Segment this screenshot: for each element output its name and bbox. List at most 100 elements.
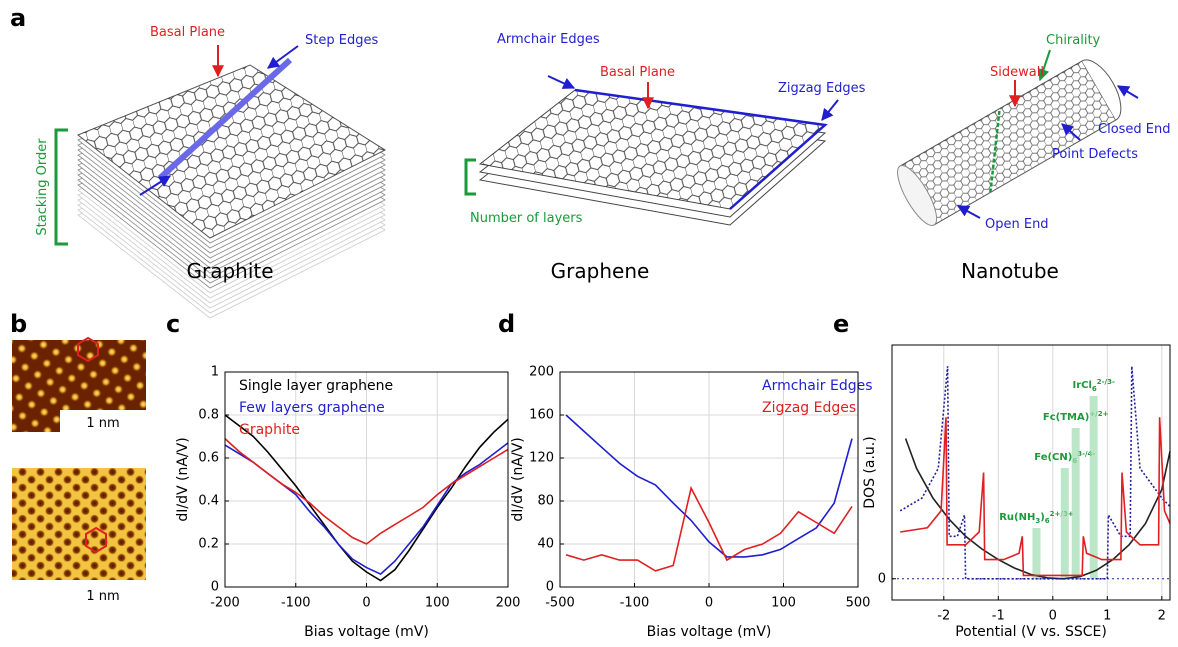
x-tick-label: 100	[425, 596, 450, 611]
scale-box	[60, 584, 146, 606]
panel-label: b	[10, 310, 27, 338]
y-axis-title: DOS (a.u.)	[862, 436, 878, 508]
x-tick-label: -1	[992, 609, 1005, 624]
arrow	[547, 75, 576, 89]
open-end	[897, 165, 938, 226]
label-part: 2-/3-	[1097, 378, 1115, 386]
bracket	[54, 128, 68, 246]
x-tick-label: -2	[937, 609, 950, 624]
y-tick-label: 0.8	[198, 408, 219, 423]
redox-bar	[1032, 528, 1041, 579]
redox-label: IrCl62-/3-	[1072, 378, 1115, 393]
arrow	[956, 205, 981, 219]
series-line	[224, 414, 509, 582]
annotation: Basal Plane	[150, 25, 225, 40]
annotation: Step Edges	[305, 33, 378, 48]
label-part: 3-/4-	[1077, 450, 1095, 458]
label-part: 6	[1045, 517, 1050, 525]
arrow	[821, 99, 839, 121]
arrow	[267, 45, 299, 69]
arrow	[139, 175, 172, 196]
x-tick-label: -100	[620, 596, 650, 611]
chirality-line	[989, 108, 1001, 193]
y-axis-title: dI/dV (nA/V)	[510, 437, 526, 521]
x-tick-label: -200	[210, 596, 240, 611]
label-part: IrCl	[1072, 380, 1091, 391]
y-tick-label: 40	[537, 537, 554, 552]
series-line	[565, 485, 853, 572]
series-line	[224, 438, 509, 545]
annotation: Closed End	[1098, 122, 1171, 137]
label-part: +/2+	[1089, 410, 1108, 418]
x-tick-label: 200	[496, 596, 521, 611]
y-tick-label: 0.4	[198, 494, 219, 509]
redox-bar	[1071, 428, 1080, 579]
hexagon	[85, 526, 107, 554]
x-tick-label: 0	[1049, 609, 1057, 624]
caption: Graphene	[551, 259, 650, 283]
plot-frame	[559, 371, 859, 588]
plot-frame	[224, 371, 509, 588]
caption: Nanotube	[961, 259, 1059, 283]
y-tick-label: 120	[529, 451, 554, 466]
series-line	[900, 417, 1171, 577]
y-tick-label: 1	[211, 365, 219, 380]
x-tick-label: 0	[362, 596, 370, 611]
x-tick-label: 0	[705, 596, 713, 611]
y-tick-label: 80	[537, 494, 554, 509]
panel-label: c	[166, 310, 180, 338]
scale-box	[60, 410, 146, 434]
redox-label: Fc(TMA)+/2+	[1043, 410, 1109, 423]
hexagon	[77, 336, 99, 363]
x-tick-label: 500	[846, 596, 871, 611]
annotation: Zigzag Edges	[778, 81, 866, 96]
redox-bar	[1060, 468, 1069, 579]
arrow	[1037, 49, 1051, 82]
x-axis-title: Bias voltage (mV)	[647, 624, 772, 640]
nanotube	[897, 59, 1122, 226]
annotation: Stacking Order	[35, 138, 50, 236]
arrow	[1116, 85, 1139, 99]
annotation: Open End	[985, 217, 1049, 232]
y-tick-label: 0.6	[198, 451, 219, 466]
annotation: Armchair Edges	[497, 32, 600, 47]
label-part: Fe(CN)	[1034, 452, 1072, 463]
legend-entry: Armchair Edges	[762, 378, 873, 394]
stm-image	[12, 468, 146, 580]
scale-label: 1 nm	[86, 589, 119, 604]
legend-entry: Single layer graphene	[239, 378, 393, 394]
label-part: 6	[1092, 385, 1097, 393]
scale-label: 1 nm	[86, 416, 119, 431]
redox-label: Fe(CN)63-/4-	[1034, 450, 1095, 465]
arrow	[1061, 123, 1081, 141]
x-tick-label: 100	[771, 596, 796, 611]
legend-entry: Few layers graphene	[239, 400, 385, 416]
label-part: Ru(NH	[999, 512, 1035, 523]
annotation: Number of layers	[470, 211, 583, 226]
legend-entry: Zigzag Edges	[762, 400, 856, 416]
graphene-lattice	[480, 90, 825, 209]
annotation: Point Defects	[1052, 147, 1138, 162]
y-tick-label: 0	[878, 571, 886, 586]
plot-frame	[891, 344, 1171, 601]
x-tick-label: 2	[1158, 609, 1166, 624]
series-line	[565, 414, 853, 558]
panel-label: e	[833, 310, 849, 338]
y-tick-label: 0	[546, 580, 554, 595]
panel-label: a	[10, 4, 26, 32]
series-line	[899, 366, 1171, 580]
x-tick-label: -100	[281, 596, 311, 611]
annotation: Sidewall	[990, 65, 1044, 80]
annotation: Basal Plane	[600, 65, 675, 80]
label-part: 3	[1035, 517, 1040, 525]
y-tick-label: 0.2	[198, 537, 219, 552]
redox-bar	[1089, 396, 1098, 579]
step-edge	[157, 57, 293, 181]
bracket	[464, 158, 476, 196]
graphite-lattice	[78, 65, 385, 238]
y-axis-title: dI/dV (nA/V)	[175, 437, 191, 521]
closed-end	[1081, 59, 1122, 121]
legend-entry: Graphite	[239, 422, 300, 438]
